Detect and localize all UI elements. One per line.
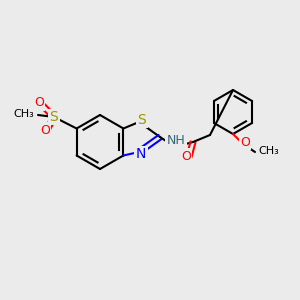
Text: CH₃: CH₃ [258, 146, 279, 156]
Text: S: S [138, 113, 146, 127]
Text: N: N [136, 147, 146, 161]
Text: O: O [40, 124, 50, 136]
Text: S: S [50, 110, 58, 124]
Text: NH: NH [167, 134, 185, 146]
Text: O: O [240, 136, 250, 148]
Text: O: O [181, 149, 191, 163]
Text: CH₃: CH₃ [13, 109, 34, 119]
Text: O: O [34, 97, 44, 110]
